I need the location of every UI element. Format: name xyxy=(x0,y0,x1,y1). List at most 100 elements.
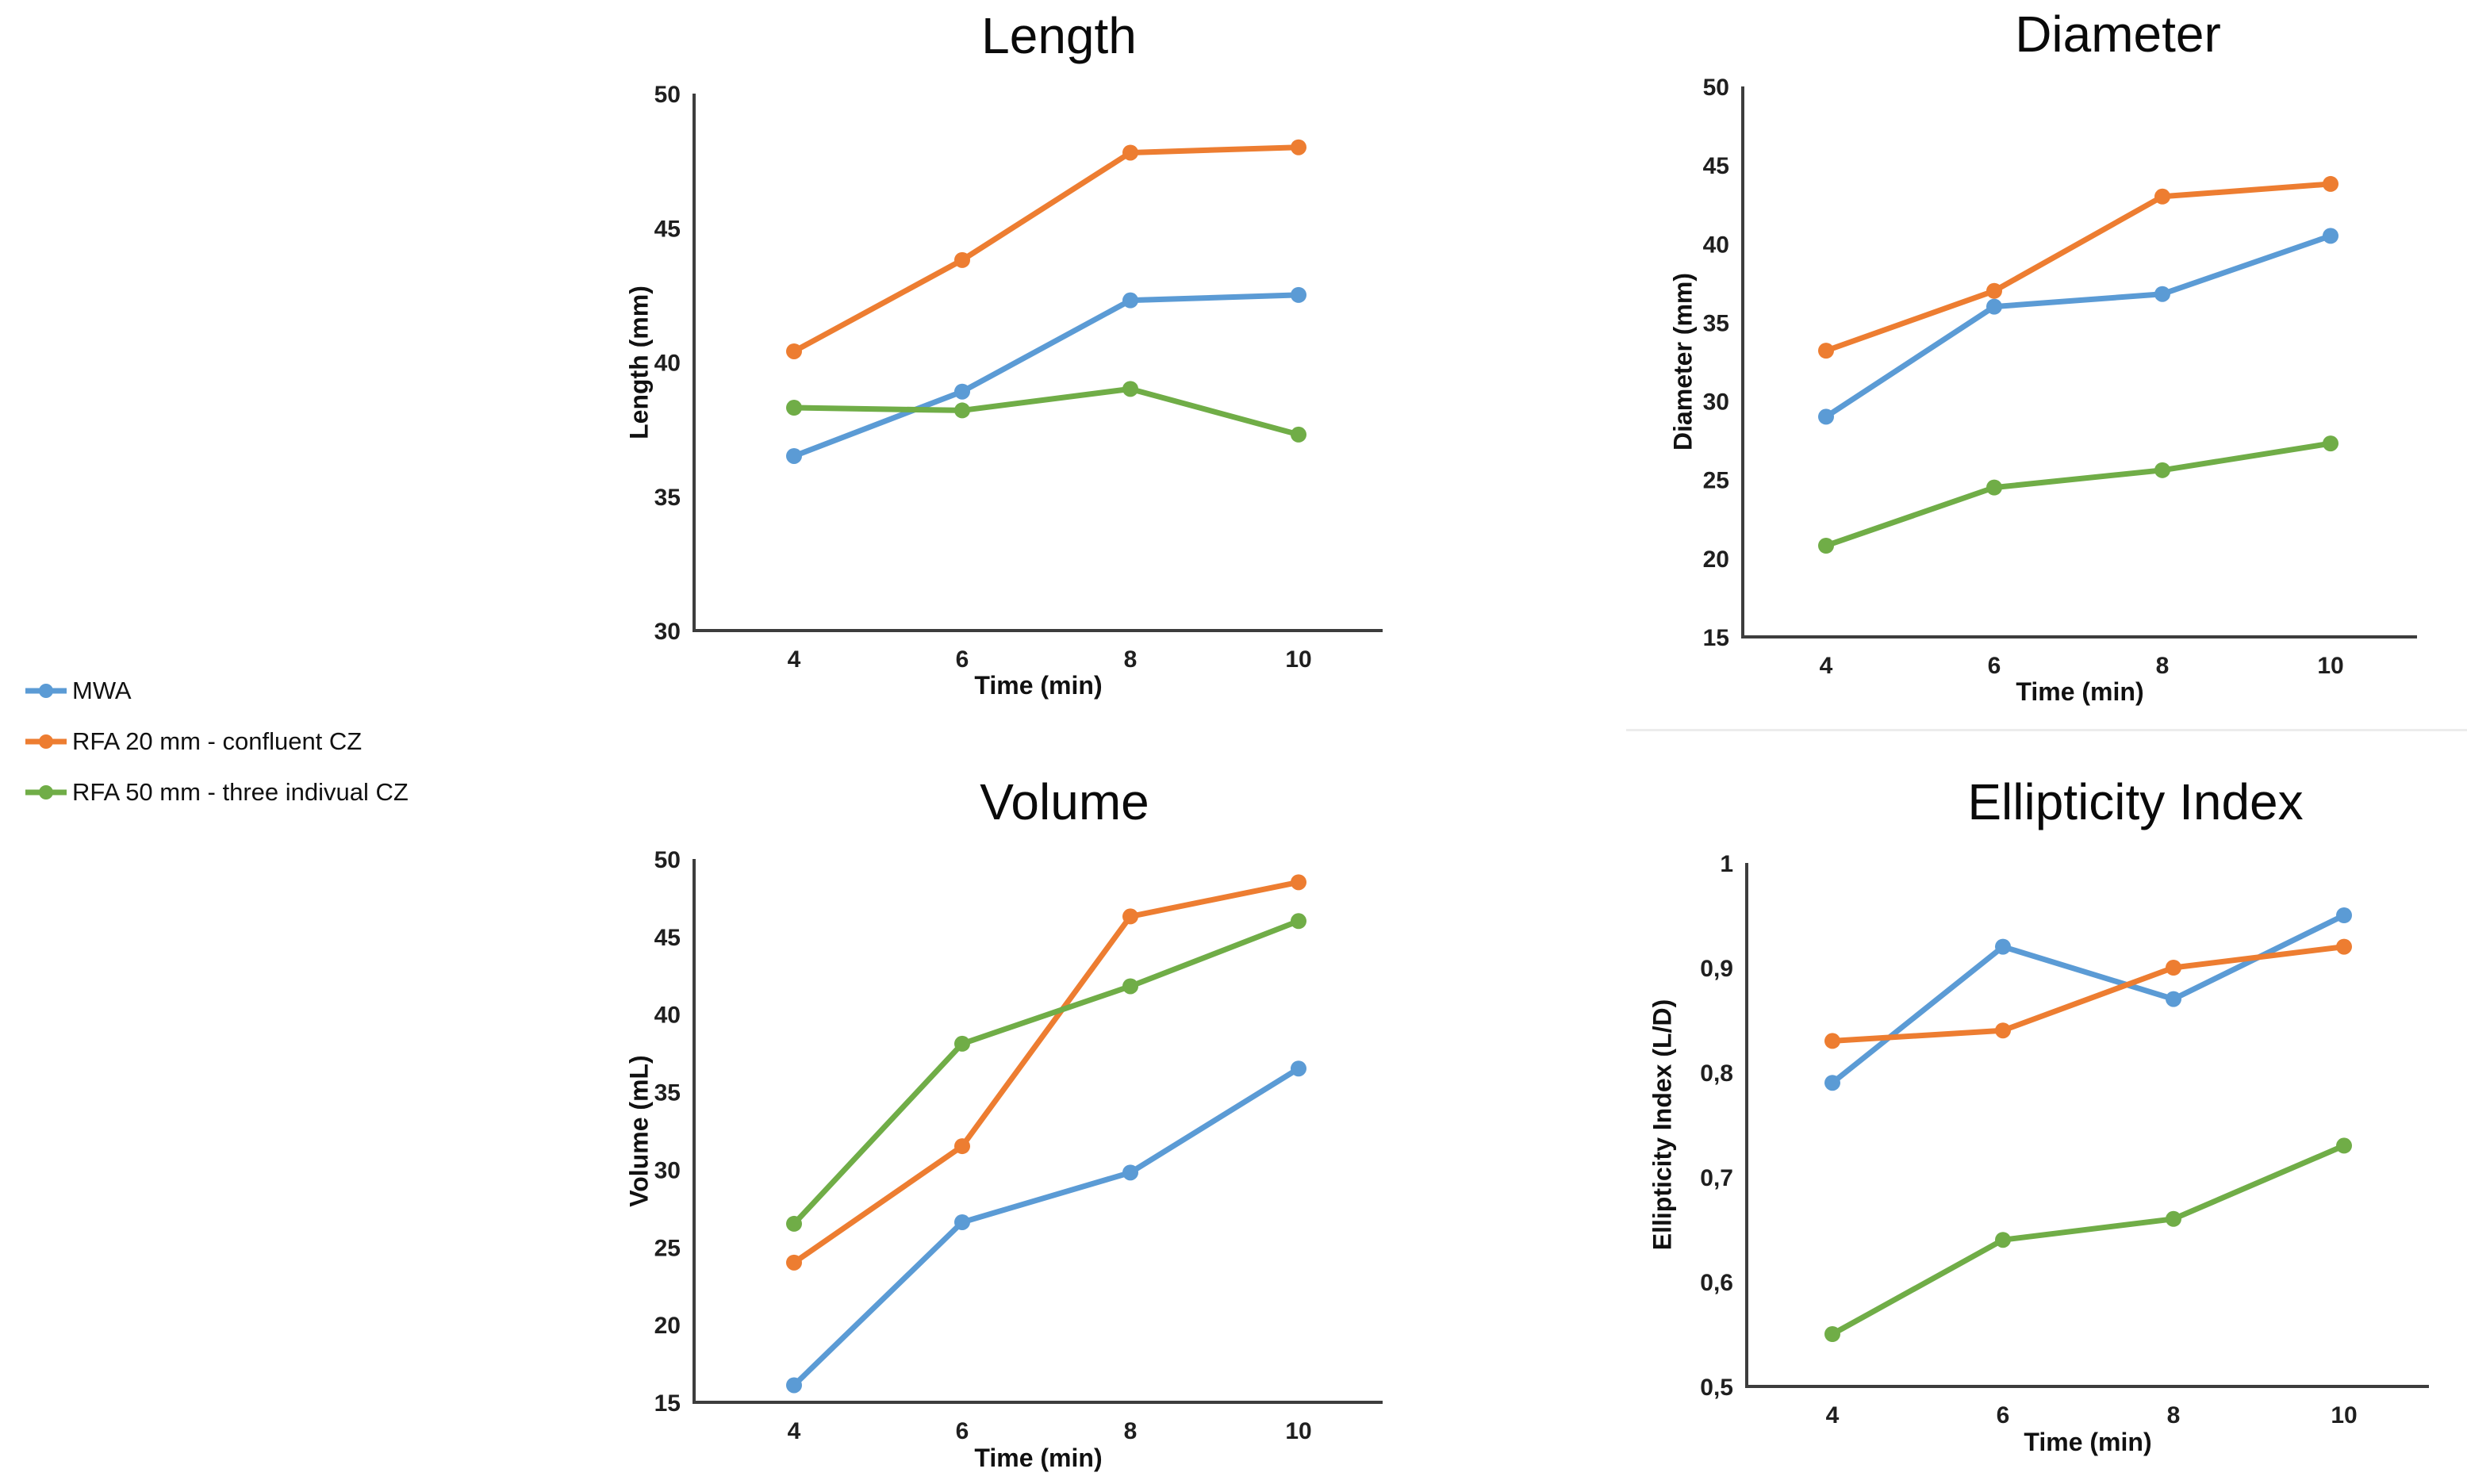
x-tick-label: 6 xyxy=(1988,653,2001,679)
y-tick-label: 45 xyxy=(654,925,681,951)
data-point-rfa-50-mm-three-indivual-cz xyxy=(1122,381,1138,397)
x-axis-title-length: Time (min) xyxy=(974,671,1103,700)
y-axis-title-length: Length (mm) xyxy=(624,286,654,439)
axis-lines xyxy=(693,94,1383,632)
line-marker-icon xyxy=(25,734,67,749)
chart-title-length: Length xyxy=(981,7,1137,64)
series-line-rfa-50-mm-three-indivual-cz xyxy=(791,918,1302,1227)
chart-volume: 50 45 40 35 30 25 20 15 4 6 8 10 xyxy=(654,847,1383,1444)
x-axis-title-diameter: Time (min) xyxy=(2016,677,2144,706)
data-point-mwa xyxy=(954,1214,970,1230)
data-point-rfa-50-mm-three-indivual-cz xyxy=(2166,1210,2181,1227)
x-tick-label: 8 xyxy=(2167,1402,2181,1428)
data-point-rfa-50-mm-three-indivual-cz xyxy=(2323,435,2338,452)
data-point-rfa-20-mm-confluent-cz xyxy=(954,251,970,268)
data-point-rfa-50-mm-three-indivual-cz xyxy=(1291,426,1306,443)
line-marker-icon xyxy=(25,684,67,698)
data-point-rfa-20-mm-confluent-cz xyxy=(2323,175,2338,192)
data-point-rfa-50-mm-three-indivual-cz xyxy=(1122,978,1138,995)
data-point-mwa xyxy=(1818,408,1834,425)
data-point-mwa xyxy=(1986,298,2002,315)
y-tick-label: 45 xyxy=(654,216,681,242)
x-tick-label: 10 xyxy=(1285,646,1311,673)
x-tick-label: 6 xyxy=(1997,1402,2010,1428)
y-axis-title-diameter: Diameter (mm) xyxy=(1668,272,1698,451)
series-line-mwa xyxy=(1823,232,2334,420)
y-tick-label: 20 xyxy=(1703,546,1729,573)
y-tick-label: 40 xyxy=(654,1003,681,1029)
x-tick-label: 6 xyxy=(956,646,969,673)
legend-item-mwa: MWA xyxy=(24,674,409,707)
series-line-rfa-20-mm-confluent-cz xyxy=(791,144,1302,355)
data-point-rfa-20-mm-confluent-cz xyxy=(1122,908,1138,925)
y-tick-label: 30 xyxy=(654,1157,681,1183)
y-tick-label: 15 xyxy=(654,1390,681,1417)
data-point-mwa xyxy=(954,383,970,400)
chart-ellipticity-index: 1 0,9 0,8 0,7 0,6 0,5 4 6 8 10 xyxy=(1700,851,2429,1428)
y-tick-label: 0,7 xyxy=(1700,1165,1733,1191)
data-point-rfa-20-mm-confluent-cz xyxy=(954,1138,970,1155)
data-point-rfa-50-mm-three-indivual-cz xyxy=(786,1215,802,1232)
legend-label: RFA 50 mm - three indivual CZ xyxy=(72,778,409,806)
data-point-mwa xyxy=(2154,286,2170,302)
x-tick-label: 4 xyxy=(788,646,801,673)
data-point-rfa-20-mm-confluent-cz xyxy=(786,1254,802,1271)
data-point-rfa-20-mm-confluent-cz xyxy=(1291,139,1306,155)
axis-lines xyxy=(1741,86,2417,638)
y-tick-label: 0,9 xyxy=(1700,956,1733,982)
y-tick-label: 40 xyxy=(1703,232,1729,258)
y-tick-label: 50 xyxy=(1703,75,1729,101)
y-tick-label: 35 xyxy=(1703,310,1729,336)
legend-label: RFA 20 mm - confluent CZ xyxy=(72,727,363,755)
y-tick-label: 20 xyxy=(654,1313,681,1339)
series-line-mwa xyxy=(791,292,1302,459)
data-point-mwa xyxy=(1122,292,1138,309)
data-point-rfa-20-mm-confluent-cz xyxy=(1995,1022,2011,1039)
legend: MWA RFA 20 mm - confluent CZ RFA 50 mm -… xyxy=(24,674,409,826)
series-line-rfa-20-mm-confluent-cz xyxy=(1829,944,2347,1044)
data-point-rfa-50-mm-three-indivual-cz xyxy=(2336,1137,2352,1154)
data-point-mwa xyxy=(2166,991,2181,1007)
data-point-rfa-20-mm-confluent-cz xyxy=(1824,1033,1840,1049)
y-tick-label: 45 xyxy=(1703,153,1729,179)
y-tick-label: 40 xyxy=(654,351,681,377)
data-point-mwa xyxy=(1122,1164,1138,1181)
data-point-rfa-20-mm-confluent-cz xyxy=(2166,960,2181,976)
series-line-rfa-50-mm-three-indivual-cz xyxy=(1823,440,2334,549)
data-point-rfa-20-mm-confluent-cz xyxy=(1818,343,1834,359)
x-tick-label: 10 xyxy=(2331,1402,2357,1428)
series-line-mwa xyxy=(791,1065,1302,1388)
y-tick-label: 25 xyxy=(654,1235,681,1261)
chart-title-diameter: Diameter xyxy=(2015,6,2221,63)
y-tick-label: 35 xyxy=(654,1080,681,1106)
y-tick-label: 30 xyxy=(1703,389,1729,416)
data-point-rfa-20-mm-confluent-cz xyxy=(1291,874,1306,891)
data-point-rfa-20-mm-confluent-cz xyxy=(786,343,802,359)
data-point-rfa-50-mm-three-indivual-cz xyxy=(786,400,802,416)
y-tick-label: 0,6 xyxy=(1700,1270,1733,1296)
data-point-rfa-50-mm-three-indivual-cz xyxy=(1291,913,1306,930)
data-point-mwa xyxy=(786,1377,802,1394)
data-point-mwa xyxy=(1291,1060,1306,1077)
data-point-rfa-50-mm-three-indivual-cz xyxy=(954,402,970,419)
chart-length: 50 45 40 35 30 4 6 8 10 xyxy=(654,82,1383,673)
data-point-rfa-20-mm-confluent-cz xyxy=(1122,144,1138,161)
x-tick-label: 4 xyxy=(788,1418,801,1444)
legend-label: MWA xyxy=(72,677,132,704)
data-point-mwa xyxy=(1995,938,2011,955)
y-tick-label: 0,5 xyxy=(1700,1375,1733,1401)
data-point-mwa xyxy=(1824,1075,1840,1091)
series-line-rfa-20-mm-confluent-cz xyxy=(791,879,1302,1266)
y-tick-label: 25 xyxy=(1703,468,1729,494)
data-point-rfa-50-mm-three-indivual-cz xyxy=(2154,462,2170,478)
y-axis-title-volume: Volume (mL) xyxy=(624,1055,654,1207)
line-marker-icon xyxy=(25,785,67,800)
axis-lines xyxy=(1745,863,2429,1388)
series-line-rfa-50-mm-three-indivual-cz xyxy=(791,385,1302,438)
x-tick-label: 8 xyxy=(2156,653,2170,679)
x-tick-label: 10 xyxy=(1285,1418,1311,1444)
chart-title-ellipticity-index: Ellipticity Index xyxy=(1967,773,2304,830)
data-point-rfa-20-mm-confluent-cz xyxy=(2336,938,2352,955)
